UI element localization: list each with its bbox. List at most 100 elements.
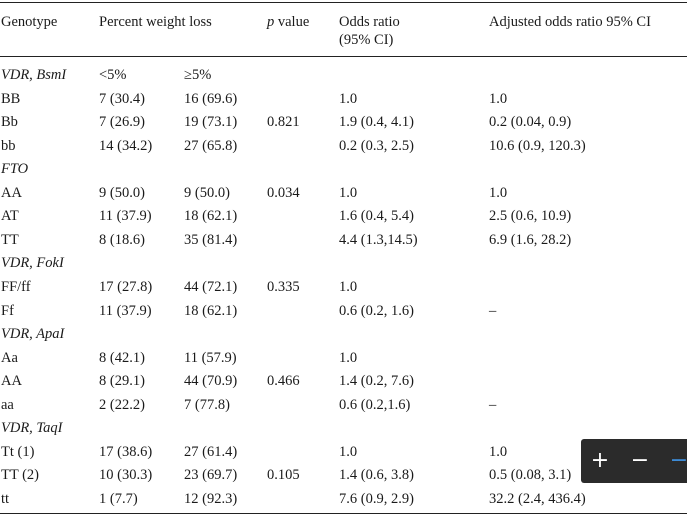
cell-genotype: Aa — [1, 349, 18, 366]
cell-percent-lt5: 14 (34.2) — [99, 137, 153, 154]
cell-percent-lt5: 10 (30.3) — [99, 467, 153, 484]
cell-genotype: tt — [1, 490, 10, 507]
cell-odds-ratio: 1.6 (0.4, 5.4) — [339, 208, 414, 225]
header-odds-ratio: Odds ratio (95% CI) — [339, 13, 400, 49]
cell-adjusted-odds-ratio: 10.6 (0.9, 120.3) — [489, 137, 586, 154]
table-row: TT (2) 10 (30.3) 23 (69.7) 0.105 1.4 (0.6, 3… — [0, 466, 687, 490]
cell-genotype: Bb — [1, 114, 18, 131]
table-row: FF/ff 17 (27.8) 44 (72.1) 0.335 1.0 — [0, 278, 687, 302]
cell-genotype: Tt (1) — [1, 443, 35, 460]
cell-p-value: 0.335 — [267, 278, 300, 295]
cell-percent-ge5: 18 (62.1) — [184, 302, 238, 319]
header-odds-ratio-line2: (95% CI) — [339, 32, 394, 48]
header-percent-weight-loss: Percent weight loss — [99, 14, 212, 30]
cell-genotype: Ff — [1, 302, 14, 319]
cell-odds-ratio: 1.9 (0.4, 4.1) — [339, 114, 414, 131]
cell-adjusted-odds-ratio: 1.0 — [489, 90, 508, 107]
zoom-reset-button[interactable]: − — [669, 448, 687, 473]
cell-percent-ge5: 11 (57.9) — [184, 349, 237, 366]
cell-odds-ratio: 1.0 — [339, 184, 358, 201]
cell-genotype: AA — [1, 373, 22, 390]
zoom-out-button[interactable]: − — [630, 448, 650, 473]
cell-odds-ratio: 7.6 (0.9, 2.9) — [339, 490, 414, 507]
cell-percent-lt5: 8 (18.6) — [99, 231, 145, 248]
table-row: AA 8 (29.1) 44 (70.9) 0.466 1.4 (0.2, 7.6) — [0, 372, 687, 396]
table-row: Ff 11 (37.9) 18 (62.1) 0.6 (0.2, 1.6) – — [0, 302, 687, 326]
cell-genotype: BB — [1, 90, 21, 107]
cell-adjusted-odds-ratio: 0.2 (0.04, 0.9) — [489, 114, 572, 131]
table-row: TT 8 (18.6) 35 (81.4) 4.4 (1.3,14.5) 6.9 (1.… — [0, 231, 687, 255]
cell-genotype: aa — [1, 396, 14, 413]
zoom-controls: + − − — [581, 439, 687, 483]
header-genotype: Genotype — [1, 14, 58, 30]
subheader-lt5: <5% — [99, 67, 127, 83]
cell-odds-ratio: 1.0 — [339, 278, 358, 295]
cell-odds-ratio: 1.0 — [339, 90, 358, 107]
cell-percent-lt5: 8 (29.1) — [99, 373, 145, 390]
cell-genotype: FF/ff — [1, 278, 31, 295]
cell-percent-lt5: 1 (7.7) — [99, 490, 138, 507]
cell-p-value: 0.466 — [267, 373, 300, 390]
cell-percent-lt5: 17 (38.6) — [99, 443, 153, 460]
table-section-row: VDR, ApaI — [0, 325, 687, 349]
table-section-row: FTO — [0, 160, 687, 184]
table-row: tt 1 (7.7) 12 (92.3) 7.6 (0.9, 2.9) 32.2 (2.… — [0, 490, 687, 514]
table-top-rule — [0, 2, 687, 3]
cell-odds-ratio: 4.4 (1.3,14.5) — [339, 231, 418, 248]
table-row: AT 11 (37.9) 18 (62.1) 1.6 (0.4, 5.4) 2.5 (0… — [0, 207, 687, 231]
cell-p-value: 0.034 — [267, 184, 300, 201]
cell-percent-lt5: 11 (37.9) — [99, 302, 152, 319]
cell-adjusted-odds-ratio: 32.2 (2.4, 436.4) — [489, 490, 586, 507]
cell-percent-ge5: 7 (77.8) — [184, 396, 230, 413]
subheader-ge5: ≥5% — [184, 67, 212, 83]
cell-adjusted-odds-ratio: – — [489, 302, 497, 319]
cell-adjusted-odds-ratio: 1.0 — [489, 443, 508, 460]
cell-odds-ratio: 0.6 (0.2,1.6) — [339, 396, 411, 413]
cell-odds-ratio: 0.2 (0.3, 2.5) — [339, 137, 414, 154]
cell-adjusted-odds-ratio: 0.5 (0.08, 3.1) — [489, 467, 572, 484]
table-row: Aa 8 (42.1) 11 (57.9) 1.0 — [0, 349, 687, 373]
table-row: aa 2 (22.2) 7 (77.8) 0.6 (0.2,1.6) – — [0, 396, 687, 420]
cell-percent-ge5: 18 (62.1) — [184, 208, 238, 225]
header-value-text: value — [277, 14, 310, 30]
cell-odds-ratio: 1.0 — [339, 443, 358, 460]
table-row: BB 7 (30.4) 16 (69.6) 1.0 1.0 — [0, 90, 687, 114]
cell-odds-ratio: 1.4 (0.6, 3.8) — [339, 467, 414, 484]
cell-percent-ge5: 19 (73.1) — [184, 114, 238, 131]
cell-percent-lt5: 9 (50.0) — [99, 184, 145, 201]
header-adjusted-odds-ratio: Adjusted odds ratio 95% CI — [489, 14, 651, 30]
cell-p-value: 0.821 — [267, 114, 300, 131]
cell-percent-ge5: 44 (70.9) — [184, 373, 238, 390]
cell-adjusted-odds-ratio: – — [489, 396, 497, 413]
table-row: Tt (1) 17 (38.6) 27 (61.4) 1.0 1.0 — [0, 443, 687, 467]
header-p-value: p value — [267, 13, 309, 31]
table-row: AA 9 (50.0) 9 (50.0) 0.034 1.0 1.0 — [0, 184, 687, 208]
section-label: FTO — [1, 161, 29, 178]
table-row: bb 14 (34.2) 27 (65.8) 0.2 (0.3, 2.5) 10.6 (… — [0, 137, 687, 161]
cell-percent-lt5: 7 (30.4) — [99, 90, 145, 107]
cell-genotype: bb — [1, 137, 16, 154]
cell-percent-ge5: 27 (65.8) — [184, 137, 238, 154]
cell-percent-ge5: 23 (69.7) — [184, 467, 238, 484]
cell-percent-ge5: 9 (50.0) — [184, 184, 230, 201]
cell-genotype: TT — [1, 231, 19, 248]
cell-adjusted-odds-ratio: 6.9 (1.6, 28.2) — [489, 231, 572, 248]
cell-genotype: AT — [1, 208, 19, 225]
section-label: VDR, BsmI — [1, 67, 67, 83]
cell-adjusted-odds-ratio: 2.5 (0.6, 10.9) — [489, 208, 572, 225]
table-header-rule — [0, 56, 687, 57]
table-bottom-rule — [0, 513, 687, 514]
cell-p-value: 0.105 — [267, 467, 300, 484]
cell-odds-ratio: 1.0 — [339, 349, 358, 366]
section-label: VDR, TaqI — [1, 420, 63, 437]
cell-genotype: AA — [1, 184, 22, 201]
cell-adjusted-odds-ratio: 1.0 — [489, 184, 508, 201]
cell-percent-ge5: 27 (61.4) — [184, 443, 238, 460]
cell-percent-lt5: 8 (42.1) — [99, 349, 145, 366]
cell-genotype: TT (2) — [1, 467, 39, 484]
zoom-in-button[interactable]: + — [590, 448, 610, 473]
cell-percent-ge5: 16 (69.6) — [184, 90, 238, 107]
cell-percent-ge5: 44 (72.1) — [184, 278, 238, 295]
header-p-italic: p — [267, 14, 275, 30]
cell-percent-ge5: 12 (92.3) — [184, 490, 238, 507]
